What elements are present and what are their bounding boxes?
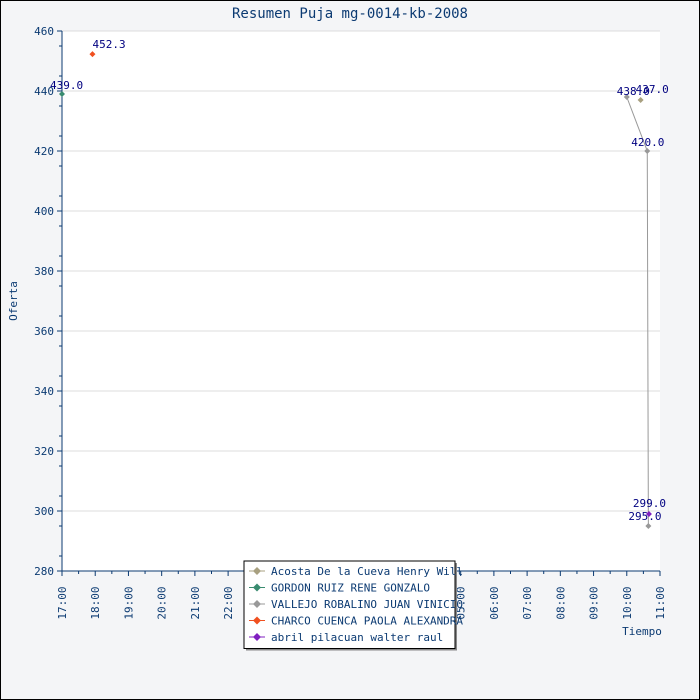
data-label: 452.3 — [92, 38, 125, 51]
data-label-layer: 437.0 439.0 438.0 420.0 295.0 452.3 299.0 — [50, 38, 669, 523]
chart-title: Resumen Puja mg-0014-kb-2008 — [232, 6, 468, 22]
legend-box — [243, 560, 456, 649]
data-label: 437.0 — [636, 83, 669, 96]
y-tick-label: 440 — [34, 85, 54, 98]
y-tick-label: 280 — [34, 565, 54, 578]
legend-marker-swatch — [253, 616, 261, 625]
y-tick-label: 420 — [34, 145, 54, 158]
x-tick-label: 07:00 — [521, 586, 534, 619]
y-tick-label: 360 — [34, 325, 54, 338]
legend-marker-swatch — [253, 567, 261, 575]
x-tick-label: 10:00 — [621, 586, 634, 619]
grid-layer — [62, 30, 660, 512]
x-tick-label: 22:00 — [222, 586, 235, 619]
x-tick-label: 11:00 — [654, 586, 667, 619]
x-tick-label: 21:00 — [189, 586, 202, 619]
legend-entry-label: abril pilacuan walter raul — [271, 631, 443, 644]
y-tick-label: 340 — [34, 385, 54, 398]
x-tick-label: 09:00 — [588, 586, 601, 619]
y-tick-label: 300 — [34, 505, 54, 518]
legend-entry-label: VALLEJO ROBALINO JUAN VINICIO — [271, 598, 463, 611]
data-label: 420.0 — [631, 136, 664, 149]
legend-marker-swatch — [253, 600, 261, 608]
x-tick-label: 05:00 — [455, 586, 468, 619]
series-layer — [59, 51, 652, 529]
x-tick-label: 17:00 — [56, 586, 69, 619]
legend-marker-swatch — [253, 583, 261, 592]
x-tick-label: 20:00 — [156, 586, 169, 619]
y-tick-label: 380 — [34, 265, 54, 278]
x-tick-label: 19:00 — [122, 586, 135, 619]
x-tick-label: 18:00 — [89, 586, 102, 619]
data-label: 299.0 — [633, 497, 666, 510]
data-label: 439.0 — [50, 79, 83, 92]
legend-entry-label: GORDON RUIZ RENE GONZALO — [271, 582, 430, 595]
y-axis-title: Oferta — [7, 281, 20, 321]
data-point-marker — [645, 523, 652, 529]
data-point-marker — [645, 511, 652, 517]
data-point-marker — [89, 51, 96, 58]
x-tick-label: 06:00 — [488, 586, 501, 619]
y-tick-label: 460 — [34, 25, 54, 38]
legend: Acosta De la Cueva Henry Will GORDON RUIZ… — [243, 560, 463, 651]
data-point-marker — [59, 91, 65, 97]
legend-marker-swatch — [253, 633, 261, 641]
legend-entry-label: Acosta De la Cueva Henry Will — [271, 565, 463, 578]
data-point-marker — [623, 94, 630, 100]
data-point-marker — [637, 97, 644, 103]
data-point-marker — [644, 148, 651, 154]
plot-area — [62, 31, 660, 571]
data-label: 295.0 — [628, 510, 661, 523]
y-tick-label: 320 — [34, 445, 54, 458]
legend-entry-label: CHARCO CUENCA PAOLA ALEXANDRA — [271, 615, 463, 628]
x-axis-title: Tiempo — [622, 625, 662, 638]
y-tick-label: 400 — [34, 205, 54, 218]
x-tick-label: 08:00 — [554, 586, 567, 619]
data-label: 438.0 — [617, 85, 650, 98]
